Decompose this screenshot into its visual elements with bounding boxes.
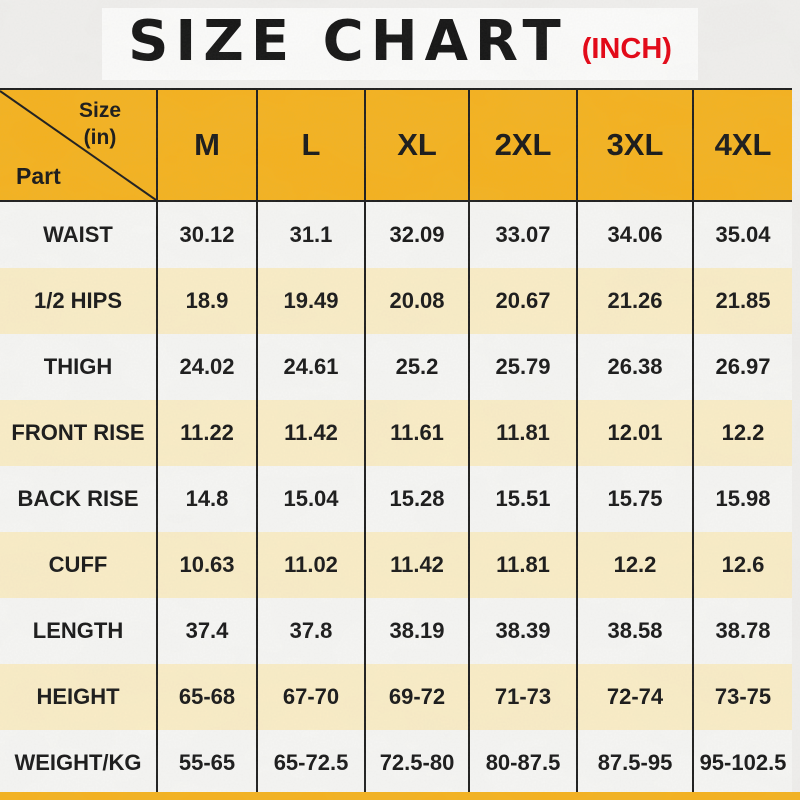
size-value: 30.12 <box>156 202 256 268</box>
title-bar: SIZE CHART (INCH) <box>0 0 800 88</box>
column-header-4xl: 4XL <box>692 90 792 200</box>
column-header-2xl: 2XL <box>468 90 576 200</box>
size-value: 20.67 <box>468 268 576 334</box>
page-title: SIZE CHART <box>128 9 568 74</box>
size-value: 72.5-80 <box>364 730 468 796</box>
corner-size-label: Size (in) <box>48 97 152 152</box>
size-value: 12.01 <box>576 400 692 466</box>
table-row-half-hips: 1/2 HIPS 18.9 19.49 20.08 20.67 21.26 21… <box>0 268 792 334</box>
table-row-length: LENGTH 37.4 37.8 38.19 38.39 38.58 38.78 <box>0 598 792 664</box>
size-value: 38.39 <box>468 598 576 664</box>
size-value: 26.97 <box>692 334 792 400</box>
size-value: 19.49 <box>256 268 364 334</box>
row-label: WAIST <box>43 222 113 247</box>
column-header-3xl: 3XL <box>576 90 692 200</box>
table-row-waist: WAIST 30.12 31.1 32.09 33.07 34.06 35.04 <box>0 202 792 268</box>
size-value: 32.09 <box>364 202 468 268</box>
size-value: 65-72.5 <box>256 730 364 796</box>
column-header-xl: XL <box>364 90 468 200</box>
size-value: 14.8 <box>156 466 256 532</box>
size-value: 34.06 <box>576 202 692 268</box>
size-value: 72-74 <box>576 664 692 730</box>
size-value: 24.02 <box>156 334 256 400</box>
size-value: 37.4 <box>156 598 256 664</box>
size-value: 38.78 <box>692 598 792 664</box>
corner-size-line2: (in) <box>83 126 117 150</box>
size-value: 38.19 <box>364 598 468 664</box>
size-chart-table: Size (in) Part M L XL 2XL 3XL 4XL WAIST … <box>0 88 792 796</box>
size-value: 73-75 <box>692 664 792 730</box>
size-value: 18.9 <box>156 268 256 334</box>
row-label: 1/2 HIPS <box>33 288 123 313</box>
row-label: THIGH <box>43 354 113 379</box>
size-value: 10.63 <box>156 532 256 598</box>
size-value: 24.61 <box>256 334 364 400</box>
size-value: 31.1 <box>256 202 364 268</box>
size-value: 15.51 <box>468 466 576 532</box>
size-value: 95-102.5 <box>692 730 792 796</box>
size-value: 37.8 <box>256 598 364 664</box>
row-label: CUFF <box>48 552 108 577</box>
size-value: 38.58 <box>576 598 692 664</box>
size-value: 15.98 <box>692 466 792 532</box>
column-header-l: L <box>256 90 364 200</box>
size-value: 35.04 <box>692 202 792 268</box>
size-value: 26.38 <box>576 334 692 400</box>
size-value: 12.2 <box>692 400 792 466</box>
size-value: 25.79 <box>468 334 576 400</box>
table-header-row: Size (in) Part M L XL 2XL 3XL 4XL <box>0 88 792 202</box>
table-row-weight-kg: WEIGHT/KG 55-65 65-72.5 72.5-80 80-87.5 … <box>0 730 792 796</box>
size-value: 12.6 <box>692 532 792 598</box>
size-value: 12.2 <box>576 532 692 598</box>
size-value: 15.75 <box>576 466 692 532</box>
size-value: 11.42 <box>364 532 468 598</box>
table-row-front-rise: FRONT RISE 11.22 11.42 11.61 11.81 12.01… <box>0 400 792 466</box>
row-label: BACK RISE <box>17 486 139 511</box>
size-value: 55-65 <box>156 730 256 796</box>
table-body: WAIST 30.12 31.1 32.09 33.07 34.06 35.04… <box>0 202 792 796</box>
size-value: 11.81 <box>468 400 576 466</box>
size-value: 21.26 <box>576 268 692 334</box>
title-band: SIZE CHART (INCH) <box>102 8 698 80</box>
size-value: 80-87.5 <box>468 730 576 796</box>
size-value: 69-72 <box>364 664 468 730</box>
size-value: 11.61 <box>364 400 468 466</box>
size-value: 20.08 <box>364 268 468 334</box>
size-value: 11.81 <box>468 532 576 598</box>
size-value: 87.5-95 <box>576 730 692 796</box>
unit-label: (INCH) <box>581 32 672 65</box>
size-value: 21.85 <box>692 268 792 334</box>
corner-size-line1: Size <box>78 99 122 122</box>
corner-cell: Size (in) Part <box>0 90 156 200</box>
size-value: 65-68 <box>156 664 256 730</box>
row-label: HEIGHT <box>36 684 120 709</box>
size-value: 15.28 <box>364 466 468 532</box>
table-row-back-rise: BACK RISE 14.8 15.04 15.28 15.51 15.75 1… <box>0 466 792 532</box>
corner-part-label: Part <box>16 163 61 189</box>
column-header-m: M <box>156 90 256 200</box>
size-value: 67-70 <box>256 664 364 730</box>
size-value: 11.22 <box>156 400 256 466</box>
size-value: 11.02 <box>256 532 364 598</box>
size-value: 11.42 <box>256 400 364 466</box>
size-value: 33.07 <box>468 202 576 268</box>
row-label: LENGTH <box>32 618 124 643</box>
table-row-thigh: THIGH 24.02 24.61 25.2 25.79 26.38 26.97 <box>0 334 792 400</box>
row-label: WEIGHT/KG <box>14 750 142 775</box>
table-row-cuff: CUFF 10.63 11.02 11.42 11.81 12.2 12.6 <box>0 532 792 598</box>
size-value: 25.2 <box>364 334 468 400</box>
size-value: 71-73 <box>468 664 576 730</box>
size-value: 15.04 <box>256 466 364 532</box>
bottom-accent-bar <box>0 792 800 800</box>
row-label: FRONT RISE <box>11 420 145 445</box>
table-row-height: HEIGHT 65-68 67-70 69-72 71-73 72-74 73-… <box>0 664 792 730</box>
